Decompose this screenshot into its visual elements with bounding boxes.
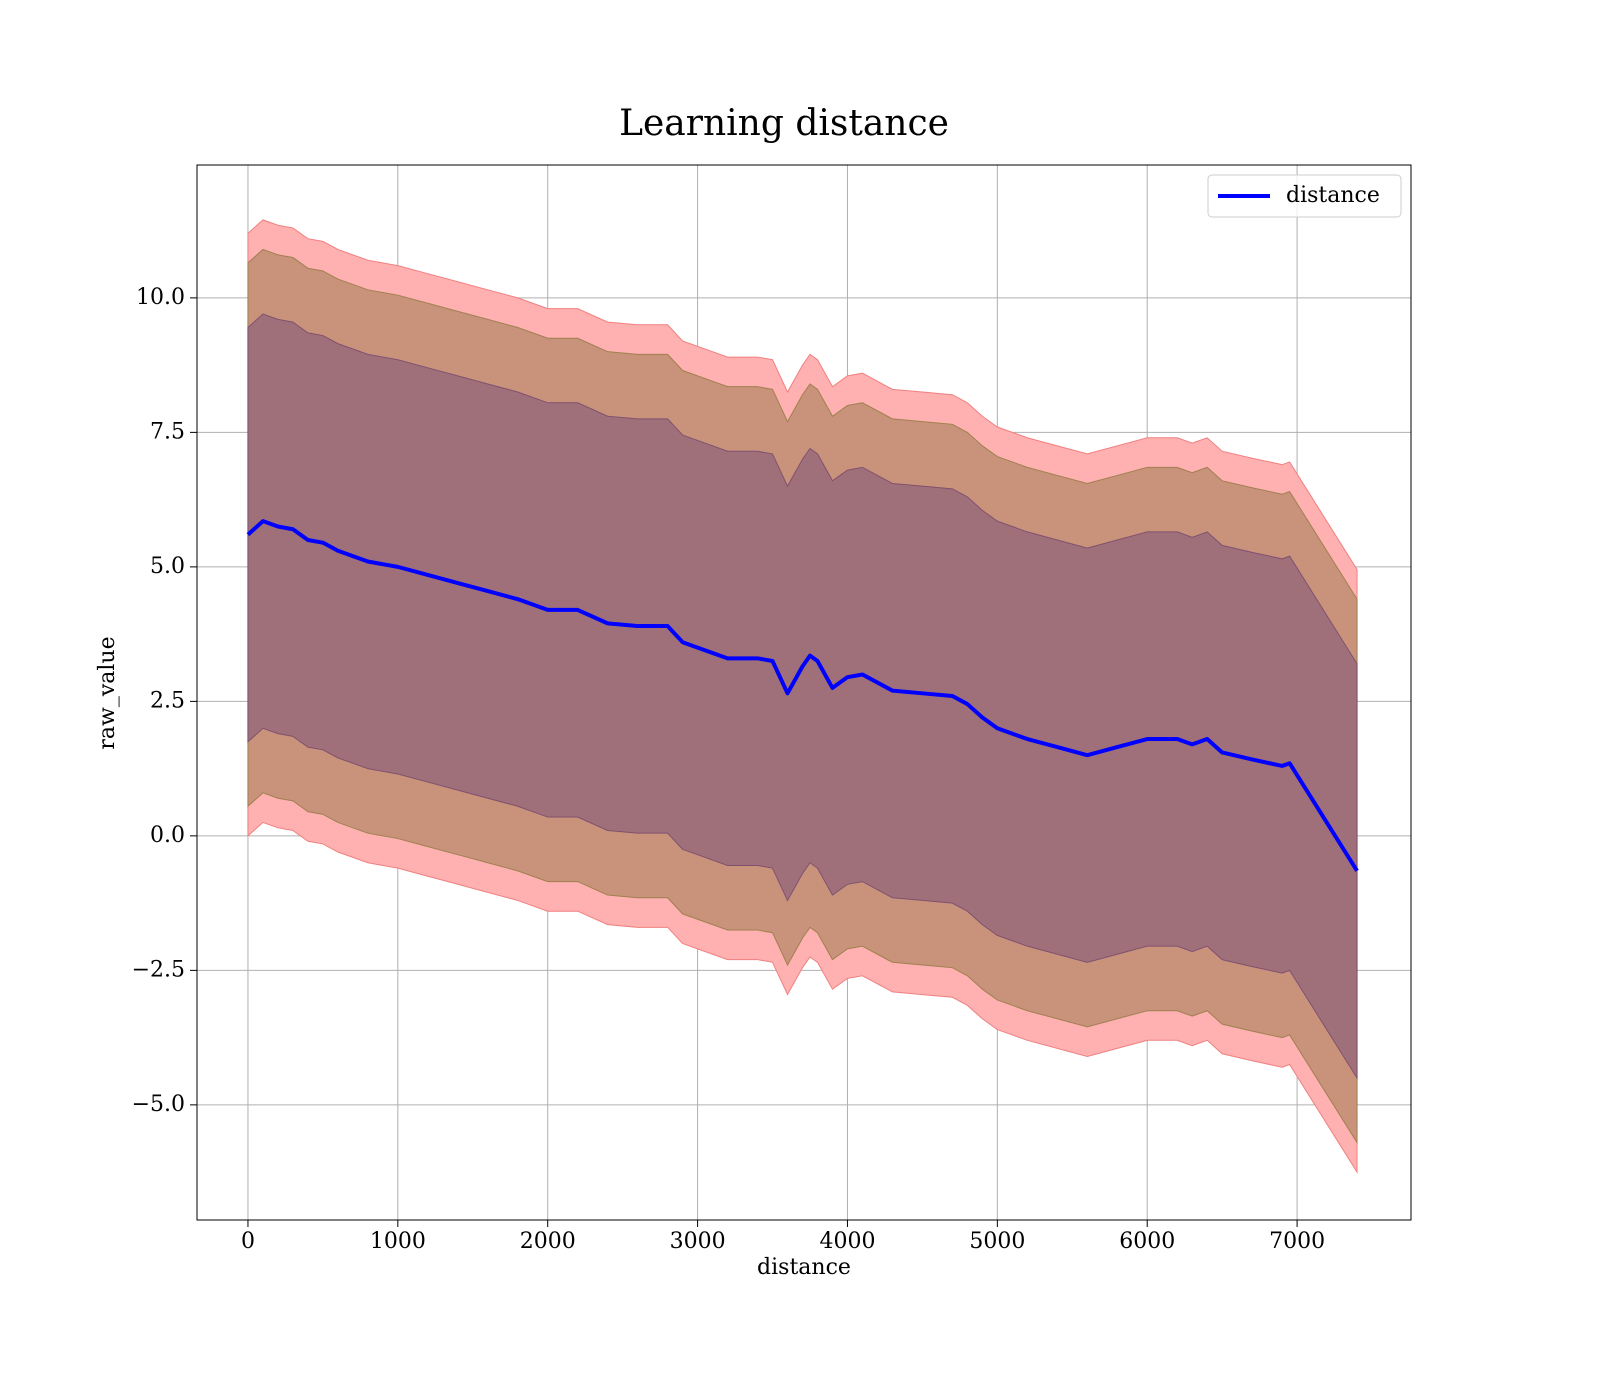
chart-title: Learning distance — [619, 103, 949, 144]
x-axis-label: distance — [757, 1255, 851, 1280]
y-tick-label: −5.0 — [132, 1092, 185, 1117]
data-line — [246, 519, 1359, 872]
x-tick-label: 7000 — [1269, 1229, 1325, 1254]
y-tick-label: 7.5 — [150, 419, 185, 444]
y-tick-label: 0.0 — [150, 823, 185, 848]
y-tick-label: 10.0 — [136, 285, 185, 310]
y-tick-label: −2.5 — [132, 957, 185, 982]
x-tick-label: 6000 — [1119, 1229, 1175, 1254]
x-tick-label: 2000 — [520, 1229, 576, 1254]
x-tick-label: 3000 — [670, 1229, 726, 1254]
x-tick-label: 0 — [241, 1229, 255, 1254]
legend-label: distance — [1286, 183, 1380, 208]
x-tick-label: 5000 — [969, 1229, 1025, 1254]
x-tick-label: 4000 — [819, 1229, 875, 1254]
legend-box — [1207, 174, 1402, 218]
y-tick-label: 2.5 — [150, 688, 185, 713]
plot-frame — [196, 164, 1412, 1221]
x-tick-label: 1000 — [370, 1229, 426, 1254]
y-tick-label: 5.0 — [150, 554, 185, 579]
y-axis-label: raw_value — [95, 636, 120, 749]
confidence-band — [247, 313, 1358, 1080]
